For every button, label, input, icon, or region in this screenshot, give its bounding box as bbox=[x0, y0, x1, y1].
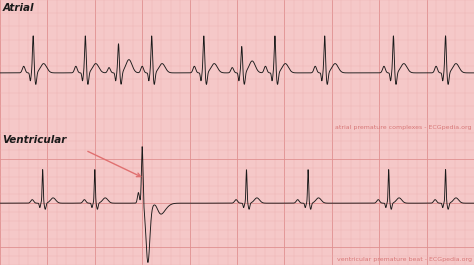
Text: ventricular premature beat - ECGpedia.org: ventricular premature beat - ECGpedia.or… bbox=[337, 257, 472, 262]
Text: Atrial: Atrial bbox=[2, 3, 34, 13]
Text: Ventricular: Ventricular bbox=[2, 135, 67, 145]
Text: atrial premature complexes - ECGpedia.org: atrial premature complexes - ECGpedia.or… bbox=[335, 125, 472, 130]
